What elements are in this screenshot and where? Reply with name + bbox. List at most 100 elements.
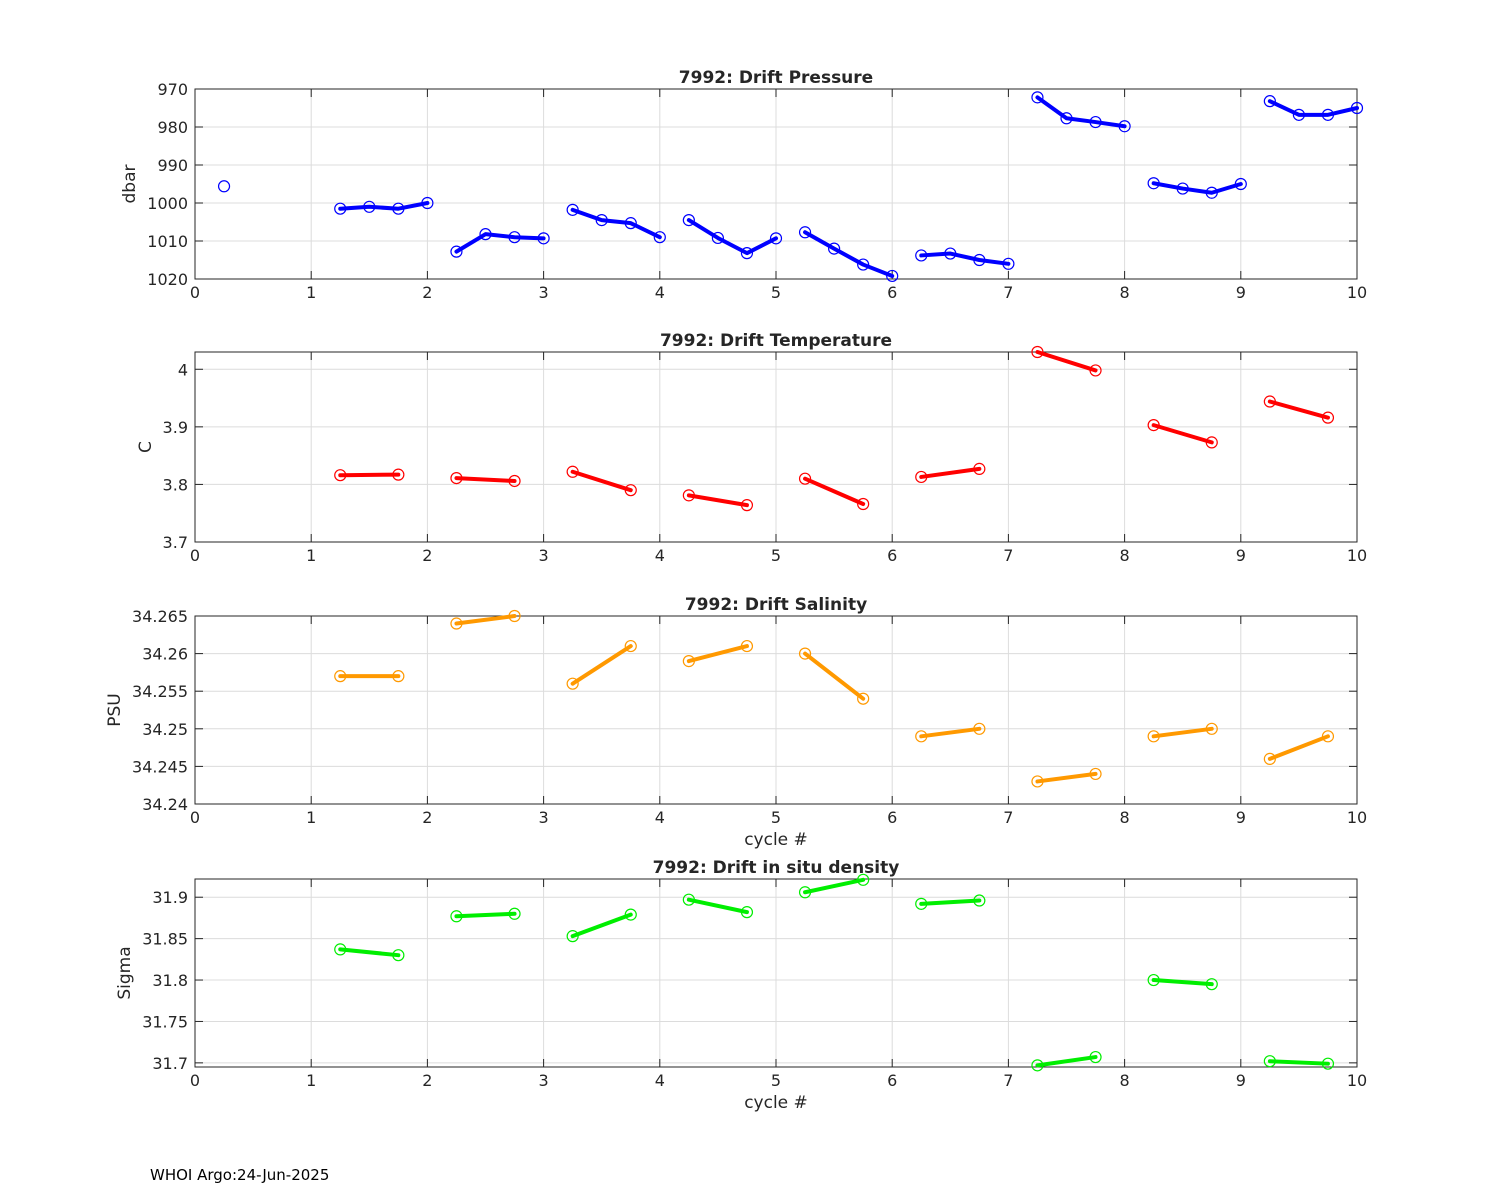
x-tick-label: 5 [771,1071,781,1090]
data-point [740,247,754,260]
data-point [886,269,899,283]
panel-2: 0 1 2 3 4 5 6 7 8 9 10 3.7 3.8 3.9 4 7992: Drift Temper… [136,331,1367,565]
data-point [624,639,637,653]
y-tick-label: 1000 [147,194,188,213]
data-point [1031,345,1044,359]
series-line-segment [454,232,546,254]
x-tick-label: 1 [306,808,316,827]
x-tick-label: 3 [539,1071,549,1090]
series-line-segment [803,651,866,701]
x-tick-label: 0 [190,808,200,827]
x-tick-label: 7 [1003,1071,1013,1090]
data-point [1263,752,1276,765]
series-line-segment [454,614,517,626]
chart-title: 7992: Drift Pressure [679,68,873,88]
y-tick-label: 980 [157,118,188,137]
data-point [973,894,986,907]
data-point [566,465,579,478]
data-point [1118,120,1131,133]
panel-1: 0 1 2 3 4 5 6 7 8 9 10 970 980 990 1000 1010 1020 7992: D… [120,68,1367,302]
series-line-segment [570,469,633,493]
x-tick-label: 3 [539,283,549,302]
series-line-segment [919,251,1011,266]
y-tick-label: 1020 [147,270,188,289]
series-line-segment [803,877,866,895]
data-point [566,930,579,943]
x-tick-label: 9 [1236,1071,1246,1090]
chart-title: 7992: Drift in situ density [653,858,900,878]
data-point [508,231,521,244]
series-line-segment [1035,350,1098,373]
data-point [798,226,812,239]
x-tick-label: 10 [1347,808,1367,827]
data-point [915,730,928,743]
x-tick-label: 2 [422,808,432,827]
x-tick-label: 6 [887,1071,897,1090]
y-tick-label: 34.26 [142,645,188,664]
data-point [624,484,637,497]
x-tick-label: 10 [1347,283,1367,302]
x-tick-label: 6 [887,546,897,565]
data-point [1205,978,1218,991]
y-tick-label: 34.255 [132,682,188,701]
y-tick-label: 1010 [147,232,188,251]
x-tick-label: 2 [422,546,432,565]
data-point [1031,775,1044,788]
data-point [1031,1059,1044,1072]
y-tick-label: 31.7 [152,1054,188,1073]
series-line-segment [570,644,633,686]
data-point [653,231,666,244]
y-axis-label: dbar [120,165,140,204]
data-point [682,214,695,227]
x-tick-label: 1 [306,1071,316,1090]
series-line-segment [454,911,517,919]
data-point [1002,257,1015,270]
data-point [1147,177,1160,190]
data-point [798,647,812,660]
x-tick-label: 9 [1236,546,1246,565]
data-point [740,639,754,653]
x-tick-label: 8 [1120,1071,1130,1090]
series-line-segment [338,472,401,478]
data-point [740,906,754,919]
chart-title: 7992: Drift Salinity [685,595,867,615]
x-tick-label: 3 [539,808,549,827]
series-line-segment [1267,99,1359,117]
y-tick-label: 3.9 [163,418,188,437]
x-tick-label: 4 [655,283,665,302]
series-line-segment [803,476,866,506]
series-line-segment [803,230,895,278]
data-point [1031,91,1044,104]
data-point [450,471,463,485]
data-point [566,203,579,216]
data-point [915,249,928,262]
data-point [857,258,870,271]
data-point [1263,395,1276,408]
data-point [624,908,637,921]
series-line-segment [1035,95,1127,129]
data-point [915,897,928,910]
x-tick-label: 10 [1347,546,1367,565]
data-point [1147,973,1160,987]
y-axis-label: Sigma [115,946,135,999]
data-point [857,692,870,705]
x-tick-label: 8 [1120,808,1130,827]
data-point [1089,115,1102,129]
x-axis-label: cycle # [744,830,808,850]
data-point [973,462,986,475]
data-point [1147,730,1160,743]
data-point [1205,186,1218,199]
panel-4: 0 1 2 3 4 5 6 7 8 9 10 31.7 31.75 31.8 31.85 31.9 7992: … [115,858,1367,1113]
data-point [508,907,521,920]
data-point [392,949,405,962]
data-point [973,722,986,735]
x-tick-label: 2 [422,1071,432,1090]
footer-credit: WHOI Argo:24-Jun-2025 [150,1166,330,1184]
data-point [682,655,695,668]
data-point [682,893,695,906]
x-tick-label: 9 [1236,808,1246,827]
series-line-segment [686,897,749,915]
data-point [450,910,463,923]
data-point [363,200,376,213]
y-tick-label: 4 [178,360,188,379]
